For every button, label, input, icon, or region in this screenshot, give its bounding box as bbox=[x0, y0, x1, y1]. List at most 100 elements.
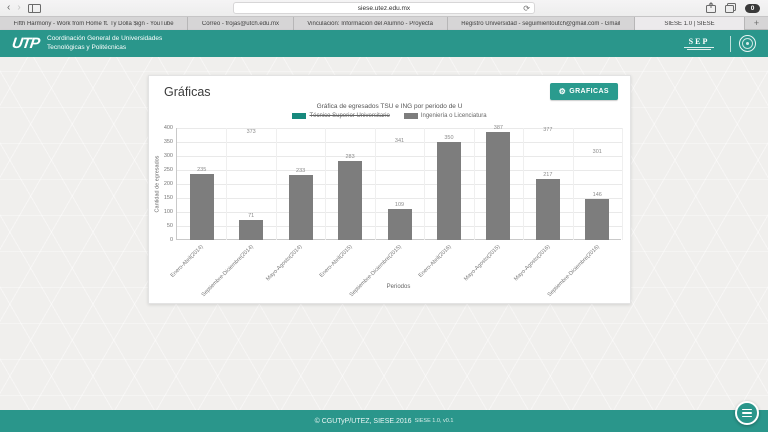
gridline bbox=[226, 128, 228, 240]
legend-swatch bbox=[292, 113, 307, 119]
gridline bbox=[622, 128, 623, 240]
gridline bbox=[177, 170, 622, 171]
y-tick-label: 100 bbox=[163, 209, 173, 215]
bar-8[interactable] bbox=[585, 199, 610, 240]
y-tick-label: 0 bbox=[169, 237, 173, 243]
forward-icon[interactable]: › bbox=[17, 2, 21, 13]
bar-5[interactable] bbox=[436, 142, 461, 240]
legend-label: Técnico Superior Universitario bbox=[309, 113, 390, 119]
gridline bbox=[177, 142, 622, 143]
gridline bbox=[523, 128, 525, 240]
site-header: UTP Coordinación General de Universidade… bbox=[0, 30, 768, 57]
x-tick-label: Enero-Abril(2015) bbox=[318, 244, 354, 279]
footer-version: SIESE 1.0, v0.1 bbox=[414, 418, 454, 424]
chart-legend: Técnico Superior Universitario Ingeniería… bbox=[149, 113, 630, 119]
bar-value-label: 387 bbox=[493, 124, 503, 131]
reload-icon[interactable]: ⟳ bbox=[523, 4, 530, 13]
page-title: Gráficas bbox=[164, 85, 211, 99]
gridline bbox=[325, 128, 327, 240]
bar-value-label: 146 bbox=[592, 192, 602, 199]
x-tick-label: Septiembre-Diciembre(2016) bbox=[546, 244, 601, 299]
bar-value-label: 71 bbox=[248, 213, 255, 220]
hidden-series-value-label: 301 bbox=[592, 148, 602, 155]
bar-6[interactable] bbox=[486, 131, 511, 240]
graficas-button-label: GRAFICAS bbox=[569, 88, 609, 95]
tab-label: SIESE 1.0 | SIESE bbox=[664, 20, 715, 27]
toolbar-right-buttons: 0 bbox=[706, 0, 760, 17]
share-icon[interactable] bbox=[706, 0, 716, 18]
back-icon[interactable]: ‹ bbox=[7, 2, 11, 13]
tab-label: Correo - frojas@utch.edu.mx bbox=[201, 20, 279, 27]
browser-tab-2[interactable]: Vinculación: Información del Alumno - Pr… bbox=[293, 17, 448, 30]
y-tick-label: 350 bbox=[163, 139, 173, 145]
bar-1[interactable] bbox=[239, 220, 264, 240]
x-tick-label: Mayo-Agosto(2016) bbox=[512, 244, 552, 283]
nav-buttons: ‹ › bbox=[0, 3, 60, 13]
gridline bbox=[177, 184, 622, 185]
bar-value-label: 217 bbox=[543, 172, 553, 179]
hidden-series-value-label: 341 bbox=[394, 137, 405, 144]
sidebar-icon[interactable] bbox=[27, 3, 41, 13]
bar-value-label: 350 bbox=[444, 135, 454, 141]
url-text: siese.utez.edu.mx bbox=[357, 4, 411, 12]
gridline bbox=[473, 128, 475, 240]
browser-toolbar: ‹ › siese.utez.edu.mx ⟳ 0 bbox=[0, 0, 768, 17]
menu-fab-button[interactable] bbox=[735, 401, 759, 425]
x-tick-label: Mayo-Agosto(2015) bbox=[463, 244, 502, 283]
extension-badge[interactable]: 0 bbox=[745, 4, 760, 13]
gridline bbox=[374, 128, 376, 240]
page-background: Gráficas ⚙ GRAFICAS Gráfica de egresados… bbox=[0, 57, 768, 432]
bar-4[interactable] bbox=[387, 209, 412, 240]
bar-7[interactable] bbox=[535, 179, 560, 240]
org-name: Coordinación General de Universidades Te… bbox=[47, 35, 162, 52]
browser-tab-1[interactable]: Correo - frojas@utch.edu.mx bbox=[188, 17, 294, 30]
tab-label: Fifth Harmony - Work from Home ft. Ty Do… bbox=[13, 20, 174, 27]
x-tick-label: Enero-Abril(2016) bbox=[417, 244, 453, 279]
y-tick-label: 250 bbox=[163, 167, 173, 173]
y-tick-label: 200 bbox=[163, 181, 173, 187]
legend-item-1[interactable]: Ingeniería o Licenciatura bbox=[403, 113, 487, 119]
address-bar[interactable]: siese.utez.edu.mx ⟳ bbox=[233, 2, 535, 14]
gridline bbox=[275, 128, 277, 240]
y-tick-label: 150 bbox=[163, 195, 173, 201]
mexico-government-seal-icon bbox=[739, 35, 756, 52]
utp-logo: UTP bbox=[10, 35, 41, 52]
bar-value-label: 109 bbox=[394, 202, 405, 209]
chart-title: Gráfica de egresados TSU e ING por perio… bbox=[316, 103, 463, 110]
browser-tab-4[interactable]: SIESE 1.0 | SIESE bbox=[634, 17, 745, 30]
new-tab-button[interactable]: + bbox=[745, 17, 768, 29]
gridline bbox=[177, 128, 622, 129]
x-tick-label: Septiembre-Diciembre(2014) bbox=[200, 244, 255, 299]
gridline bbox=[424, 128, 426, 240]
y-tick-label: 50 bbox=[166, 223, 173, 229]
x-tick-label: Enero-Abril(2014) bbox=[170, 244, 205, 279]
gear-icon: ⚙ bbox=[558, 86, 567, 96]
sep-logo: SEP bbox=[684, 37, 714, 50]
bar-3[interactable] bbox=[338, 160, 363, 240]
hamburger-icon bbox=[742, 408, 752, 411]
gridline bbox=[572, 128, 574, 240]
bar-2[interactable] bbox=[288, 174, 313, 240]
tab-overview-icon[interactable] bbox=[725, 0, 736, 18]
tabs-container: Fifth Harmony - Work from Home ft. Ty Do… bbox=[0, 17, 745, 30]
browser-tab-0[interactable]: Fifth Harmony - Work from Home ft. Ty Do… bbox=[0, 17, 189, 30]
legend-swatch bbox=[403, 113, 418, 119]
tab-label: Vinculación: Información del Alumno - Pr… bbox=[307, 20, 433, 27]
browser-tab-3[interactable]: Registro Universidad - seguimientoutch@g… bbox=[447, 17, 635, 30]
hidden-series-value-label: 373 bbox=[246, 128, 256, 135]
x-tick-label: Septiembre-Diciembre(2015) bbox=[348, 244, 403, 299]
x-axis-title: Periodos bbox=[386, 284, 411, 290]
bar-value-label: 233 bbox=[296, 167, 306, 174]
tab-bar: Fifth Harmony - Work from Home ft. Ty Do… bbox=[0, 17, 768, 30]
org-name-line2: Tecnológicas y Politécnicas bbox=[47, 43, 127, 51]
gridline bbox=[177, 198, 622, 199]
bar-chart-plot-area: 0 50 100 150 200 250 300 350 400 235 71 233 283 109 35… bbox=[164, 124, 623, 298]
hidden-series-value-label: 377 bbox=[543, 127, 553, 134]
gridline bbox=[177, 156, 622, 157]
org-name-line1: Coordinación General de Universidades bbox=[47, 35, 163, 43]
bar-0[interactable] bbox=[189, 174, 214, 240]
graficas-button[interactable]: ⚙ GRAFICAS bbox=[549, 83, 618, 100]
x-tick-label: Mayo-Agosto(2014) bbox=[265, 244, 304, 283]
y-tick-label: 300 bbox=[163, 153, 173, 159]
legend-item-0[interactable]: Técnico Superior Universitario bbox=[292, 113, 390, 119]
